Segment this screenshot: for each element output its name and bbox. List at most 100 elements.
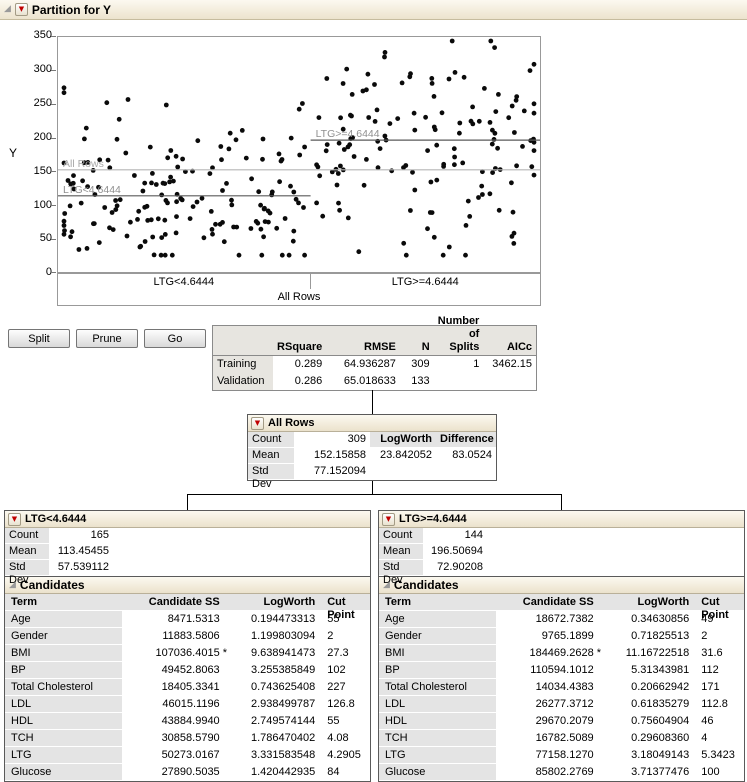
disclosure-open-icon[interactable]: ◢	[383, 579, 390, 590]
candidate-row: HDL 43884.9940 2.749574144 55	[5, 713, 370, 730]
red-triangle-menu-button[interactable]: ▼	[251, 416, 264, 430]
logworth-cell: 1.786470402	[250, 732, 316, 744]
right-node: ▼ LTG>=4.6444 Count 144 Mean 196.50694 S…	[378, 510, 745, 782]
red-triangle-menu-button[interactable]: ▼	[8, 512, 21, 526]
term-cell: Glucose	[379, 764, 497, 781]
tree-connector	[187, 494, 562, 495]
candidate-ss-cell: 43884.9940	[122, 713, 233, 730]
cut-point-cell: 5.3423	[701, 749, 735, 761]
candidate-row: LDL 26277.3712 0.61835279 112.8	[379, 696, 744, 713]
candidate-row: BMI 107036.4015 * 9.638941473 27.3	[5, 645, 370, 662]
red-triangle-icon: ▼	[11, 514, 18, 523]
right-node-stats: Count 144 Mean 196.50694 Std Dev 72.9020…	[379, 528, 744, 586]
difference-value: 83.0524	[452, 449, 492, 461]
mean-label: Mean	[248, 448, 294, 464]
candidate-row: LTG 50273.0167 3.331583548 4.2905	[5, 747, 370, 764]
best-split-marker	[594, 749, 608, 764]
best-split-marker	[594, 613, 608, 628]
left-node: ▼ LTG<4.6444 Count 165 Mean 113.45455 St…	[4, 510, 371, 782]
best-split-marker	[220, 732, 234, 747]
logworth-cell: 0.34630856	[631, 613, 690, 625]
candidate-row: Age 18672.7382 0.34630856 49	[379, 611, 744, 628]
tree-connector	[372, 480, 373, 495]
disclosure-open-icon[interactable]: ◢	[4, 4, 11, 14]
partition-plot[interactable]: All Rows LTG<4.6444 LTG>=4.6444	[57, 36, 541, 273]
split-button[interactable]: Split	[8, 329, 70, 348]
cut-point-cell: 227	[327, 681, 346, 693]
prune-button[interactable]: Prune	[76, 329, 138, 348]
candidate-row: LTG 77158.1270 3.18049143 5.3423	[379, 747, 744, 764]
disclosure-open-icon[interactable]: ◢	[9, 579, 16, 590]
red-triangle-menu-button[interactable]: ▼	[382, 512, 395, 526]
best-split-marker	[220, 715, 234, 730]
stddev-value: 77.152094	[314, 465, 366, 477]
mean-label: Mean	[379, 544, 423, 560]
summary-rsquare-value: 0.289	[294, 358, 323, 370]
candidate-ss-cell: 77158.1270	[496, 747, 607, 764]
candidates-header: ◢ Candidates	[379, 577, 744, 594]
candidate-ss-cell: 50273.0167	[122, 747, 233, 764]
candidates-header: ◢ Candidates	[5, 577, 370, 594]
cut-point-cell: 102	[327, 664, 346, 676]
candidate-ss-cell: 107036.4015 *	[122, 645, 233, 662]
best-split-marker	[220, 749, 234, 764]
right-candidates-table: Term Candidate SS LogWorth Cut Point Age…	[379, 594, 744, 781]
difference-label: Difference	[436, 432, 496, 448]
candidate-ss-cell: 18672.7382	[496, 611, 607, 628]
summary-row-label: Validation	[213, 373, 273, 390]
candidate-row: Gender 11883.5806 1.199803094 2	[5, 628, 370, 645]
candidate-ss-cell: 30858.5790	[122, 730, 233, 747]
candidate-row: BP 49452.8063 3.255385849 102	[5, 662, 370, 679]
y-tick-mark	[51, 171, 56, 172]
cut-point-cell: 2	[701, 630, 708, 642]
logworth-header: LogWorth	[607, 594, 696, 611]
best-split-marker	[594, 766, 608, 781]
best-split-marker	[220, 766, 234, 781]
cut-point-cell: 31.6	[701, 647, 723, 659]
go-button[interactable]: Go	[144, 329, 206, 348]
cut-point-cell: 4	[701, 732, 708, 744]
y-tick-label: 50	[39, 232, 52, 244]
summary-header-blank	[213, 353, 273, 355]
mean-value: 152.15858	[314, 449, 366, 461]
tree-connector	[561, 494, 562, 510]
candidates-header-row: Term Candidate SS LogWorth Cut Point	[379, 594, 744, 621]
summary-row-label: Training	[213, 356, 273, 373]
logworth-cell: 1.420442935	[250, 766, 316, 778]
y-tick-label: 150	[33, 165, 52, 177]
x-group-right-label: LTG>=4.6444	[391, 275, 459, 288]
candidates-header-row: Term Candidate SS LogWorth Cut Point	[5, 594, 370, 621]
red-triangle-icon: ▼	[18, 5, 25, 13]
y-tick-mark	[51, 239, 56, 240]
cut-point-cell: 49	[701, 613, 714, 625]
cut-point-header: Cut Point	[695, 594, 744, 621]
candidate-row: Total Cholesterol 14034.4383 0.20662942 …	[379, 679, 744, 696]
report-title: Partition for Y	[31, 2, 112, 17]
y-tick-mark	[51, 70, 56, 71]
candidate-row: BMI 184469.2628 * 11.16722518 31.6	[379, 645, 744, 662]
cut-point-cell: 27.3	[327, 647, 349, 659]
logworth-cell: 5.31343981	[631, 664, 690, 676]
cut-point-cell: 4.08	[327, 732, 349, 744]
red-triangle-menu-button[interactable]: ▼	[14, 3, 28, 16]
best-split-marker	[594, 732, 608, 747]
left-node-stats: Count 165 Mean 113.45455 Std Dev 57.5391…	[5, 528, 370, 586]
term-cell: BMI	[379, 645, 497, 662]
cut-point-cell: 112.8	[701, 698, 728, 710]
candidate-ss-cell: 110594.1012	[496, 662, 607, 679]
red-triangle-icon: ▼	[254, 418, 261, 427]
best-split-marker	[594, 681, 608, 696]
term-cell: Glucose	[5, 764, 123, 781]
y-tick-mark	[51, 36, 56, 37]
logworth-cell: 2.938499787	[250, 698, 316, 710]
x-group-left-label: LTG<4.6444	[58, 274, 311, 289]
summary-n-value: 309	[411, 358, 430, 370]
term-cell: Age	[5, 611, 123, 628]
term-cell: BP	[379, 662, 497, 679]
tree-connector	[372, 390, 373, 414]
candidate-ss-cell: 9765.1899	[496, 628, 607, 645]
candidate-ss-cell: 29670.2079	[496, 713, 607, 730]
scatter-canvas: All Rows LTG<4.6444 LTG>=4.6444	[58, 38, 540, 258]
term-cell: BP	[5, 662, 123, 679]
term-cell: TCH	[5, 730, 123, 747]
